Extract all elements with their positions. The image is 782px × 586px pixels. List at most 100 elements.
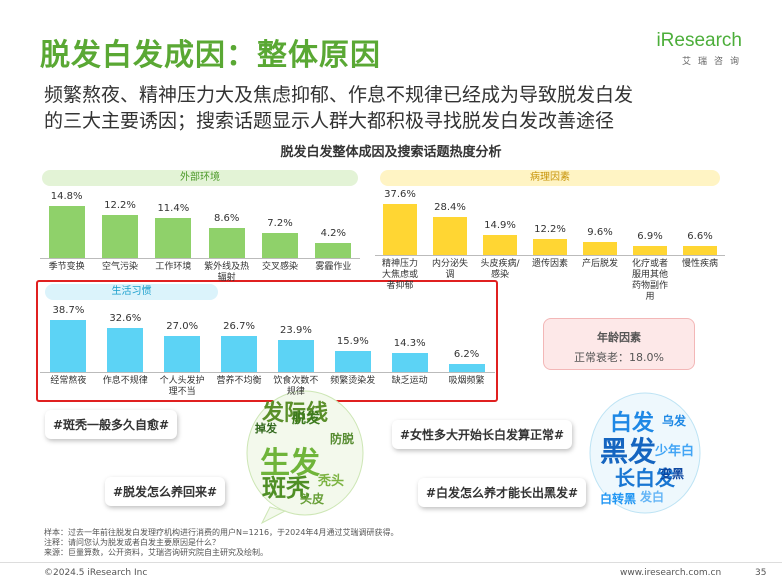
value-label: 6.6%	[687, 231, 713, 243]
value-label: 6.2%	[453, 348, 480, 360]
category-label: 饮食次数不规律	[273, 376, 319, 397]
hashtag: #脱发怎么养回来#	[105, 477, 226, 506]
baseline	[40, 372, 495, 373]
footer-rule	[0, 562, 782, 563]
note: 样本：过去一年前往脱发白发理疗机构进行消费的用户N=1216，于2024年4月通…	[44, 528, 399, 537]
cloud-word: 脱发	[292, 411, 320, 427]
age-title: 年龄因素	[597, 331, 641, 344]
bar	[164, 335, 201, 372]
category-label: 吸烟频繁	[448, 376, 485, 386]
value-label: 6.9%	[637, 230, 663, 242]
bar	[433, 216, 467, 255]
hashtag: #白发怎么养才能长出黑发#	[418, 478, 587, 507]
category-label: 内分泌失调	[431, 259, 468, 280]
category-label: 紫外线及热辐射	[204, 262, 250, 283]
value-label: 15.9%	[336, 335, 369, 347]
value-label: 27.0%	[166, 320, 199, 332]
value-label: 38.7%	[52, 304, 85, 316]
hashtag: #斑秃一般多久自愈#	[45, 410, 178, 439]
value-label: 11.4%	[157, 203, 190, 215]
bar	[483, 234, 517, 255]
category-label: 雾霾作业	[315, 262, 352, 272]
cloud-word: 发际线	[262, 401, 329, 426]
copyright: ©2024.5 iResearch Inc	[44, 568, 148, 578]
cloud-word: 头皮	[300, 492, 325, 506]
note: 注释：请问您认为脱发或者白发主要原因是什么？	[44, 538, 220, 547]
page-number: 35	[755, 568, 767, 578]
value-label: 12.2%	[104, 200, 136, 212]
category-label: 作息不规律	[102, 376, 148, 386]
value-label: 14.3%	[393, 337, 426, 349]
category-label: 季节变换	[48, 262, 85, 272]
value-label: 12.2%	[534, 223, 566, 235]
bar	[155, 218, 192, 258]
baseline	[40, 258, 360, 259]
cloud-tail	[260, 506, 287, 525]
bar	[221, 335, 258, 372]
cloud-right-shape	[589, 392, 701, 514]
category-label: 产后脱发	[581, 259, 618, 269]
bar	[583, 242, 617, 255]
cloud-word: 变黑	[660, 467, 685, 481]
legend-pill: 病理因素	[380, 170, 720, 186]
cloud-word: 发白	[640, 490, 665, 504]
bar	[334, 350, 371, 372]
cloud-word: 白发	[610, 411, 655, 436]
cloud-word: 白转黑	[600, 492, 637, 506]
bar	[102, 215, 138, 258]
value-label: 14.9%	[484, 219, 516, 231]
category-label: 营养不均衡	[216, 376, 262, 386]
value-label: 32.6%	[109, 312, 142, 324]
category-label: 慢性疾病	[681, 259, 718, 269]
value-label: 28.4%	[434, 201, 466, 213]
value-label: 7.2%	[267, 217, 293, 229]
category-label: 经常熬夜	[50, 376, 87, 386]
category-label: 头皮疾病/感染	[480, 259, 520, 280]
cloud-word: 少年白	[655, 444, 695, 459]
cloud-word: 黑发	[600, 435, 657, 468]
bar	[208, 227, 245, 258]
bar	[315, 243, 352, 258]
category-label: 交叉感染	[261, 262, 298, 272]
cloud-word: 防脱	[330, 432, 355, 446]
value-label: 37.6%	[384, 189, 416, 201]
category-label: 工作环境	[155, 262, 192, 272]
category-label: 空气污染	[101, 262, 138, 272]
cloud-word: 长白发	[615, 466, 675, 490]
bar	[391, 352, 428, 372]
cloud-word: 掉发	[255, 422, 277, 435]
logo: iResearch	[656, 30, 742, 51]
category-label: 精神压力大焦虑或者抑郁	[381, 259, 418, 291]
category-label: 缺乏运动	[391, 376, 428, 386]
category-label: 频繁烫染发	[330, 376, 376, 386]
age-box: 年龄因素 正常衰老：18.0%	[543, 318, 695, 370]
value-label: 8.6%	[213, 212, 240, 224]
legend-pill: 外部环境	[42, 170, 358, 186]
legend-pill: 生活习惯	[45, 284, 218, 300]
bar	[533, 238, 567, 255]
hashtag: #女性多大开始长白发算正常#	[392, 420, 573, 449]
note: 来源：巨量算数，公开资料，艾瑞咨询研究院自主研究及绘制。	[44, 548, 268, 557]
cloud-shapes	[246, 390, 701, 525]
highlight-box	[36, 280, 498, 402]
bar	[107, 327, 144, 372]
category-label: 遗传因素	[531, 259, 568, 269]
value-label: 26.7%	[223, 320, 255, 332]
slide-title: 脱发白发成因：整体原因	[40, 38, 381, 73]
cloud-word: 斑秃	[262, 474, 310, 502]
cloud-word: 乌发	[662, 414, 687, 428]
logo-sub: 艾瑞咨询	[681, 57, 746, 67]
bar	[683, 246, 717, 255]
bar	[50, 319, 87, 372]
category-label: 个人头发护理不当	[159, 376, 205, 397]
bar	[448, 363, 485, 372]
bar	[277, 339, 314, 372]
bar	[383, 204, 417, 255]
bar	[48, 206, 85, 258]
baseline	[375, 255, 725, 256]
value-label: 14.8%	[50, 191, 83, 203]
chart-title: 脱发白发整体成因及搜索话题热度分析	[280, 145, 502, 160]
category-label: 化疗或者服用其他药物副作用	[631, 259, 668, 302]
value-label: 4.2%	[320, 228, 347, 240]
